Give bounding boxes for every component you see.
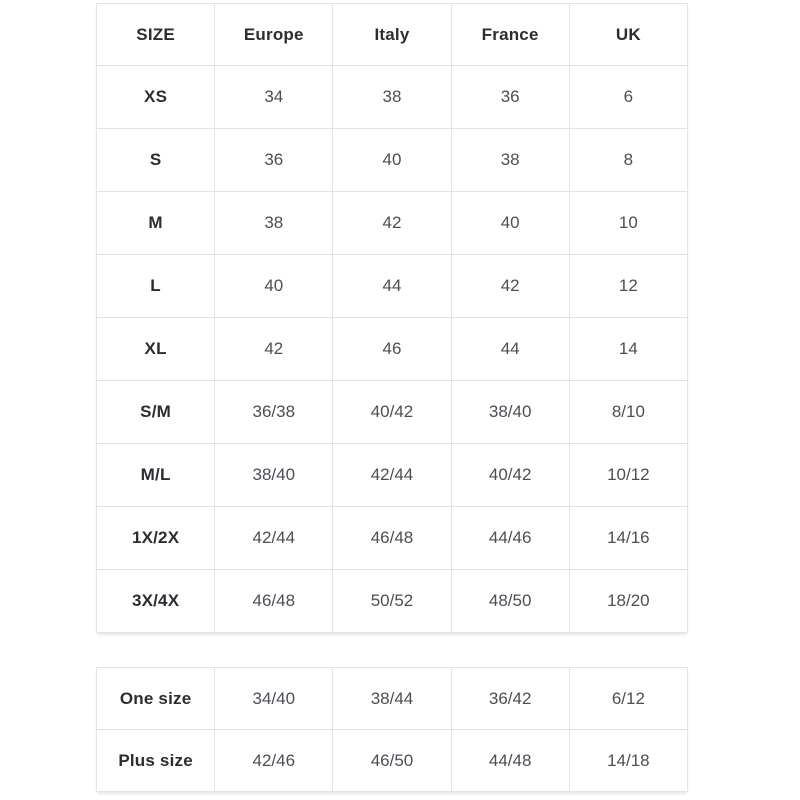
value-cell: 40/42 [332,380,452,444]
value-cell: 36 [214,128,334,192]
value-cell: 36/38 [214,380,334,444]
table-row: M 38 42 40 10 [95,191,689,255]
value-cell: 34/40 [214,667,334,730]
size-conversion-table: SIZE Europe Italy France UK XS 34 38 36 … [95,3,689,633]
size-label-cell: L [95,254,216,318]
value-cell: 34 [214,65,334,129]
table-row: L 40 44 42 12 [95,254,689,318]
value-cell: 12 [568,254,689,318]
size-label-cell: S/M [95,380,216,444]
column-header-france: France [450,3,570,66]
value-cell: 46 [332,317,452,381]
value-cell: 46/48 [332,506,452,570]
value-cell: 10 [568,191,689,255]
value-cell: 38/40 [450,380,570,444]
value-cell: 38 [214,191,334,255]
value-cell: 40 [332,128,452,192]
column-header-europe: Europe [214,3,334,66]
value-cell: 46/50 [332,729,452,792]
table-row: XS 34 38 36 6 [95,65,689,129]
table-row: One size 34/40 38/44 36/42 6/12 [95,667,689,730]
column-header-italy: Italy [332,3,452,66]
value-cell: 14 [568,317,689,381]
value-cell: 38/44 [332,667,452,730]
size-label-cell: S [95,128,216,192]
value-cell: 8 [568,128,689,192]
size-label-cell: M [95,191,216,255]
value-cell: 40 [214,254,334,318]
value-cell: 40/42 [450,443,570,507]
value-cell: 18/20 [568,569,689,633]
table-row: Plus size 42/46 46/50 44/48 14/18 [95,729,689,792]
value-cell: 42 [214,317,334,381]
size-label-cell: XL [95,317,216,381]
value-cell: 36/42 [450,667,570,730]
value-cell: 8/10 [568,380,689,444]
size-label-cell: XS [95,65,216,129]
value-cell: 44/46 [450,506,570,570]
table-header-row: SIZE Europe Italy France UK [95,3,689,66]
size-label-cell: 1X/2X [95,506,216,570]
value-cell: 42/44 [332,443,452,507]
size-label-cell: One size [95,667,216,730]
value-cell: 44/48 [450,729,570,792]
value-cell: 10/12 [568,443,689,507]
one-size-plus-size-table: One size 34/40 38/44 36/42 6/12 Plus siz… [95,667,689,792]
value-cell: 36 [450,65,570,129]
value-cell: 14/16 [568,506,689,570]
column-header-uk: UK [568,3,689,66]
table-row: S/M 36/38 40/42 38/40 8/10 [95,380,689,444]
value-cell: 6/12 [568,667,689,730]
value-cell: 38 [332,65,452,129]
table-row: M/L 38/40 42/44 40/42 10/12 [95,443,689,507]
value-cell: 6 [568,65,689,129]
size-label-cell: Plus size [95,729,216,792]
value-cell: 48/50 [450,569,570,633]
value-cell: 38 [450,128,570,192]
value-cell: 42 [332,191,452,255]
value-cell: 50/52 [332,569,452,633]
value-cell: 14/18 [568,729,689,792]
table-row: 1X/2X 42/44 46/48 44/46 14/16 [95,506,689,570]
value-cell: 42/44 [214,506,334,570]
value-cell: 44 [332,254,452,318]
value-cell: 46/48 [214,569,334,633]
column-header-size: SIZE [95,3,216,66]
value-cell: 42/46 [214,729,334,792]
size-label-cell: M/L [95,443,216,507]
value-cell: 40 [450,191,570,255]
value-cell: 44 [450,317,570,381]
table-row: XL 42 46 44 14 [95,317,689,381]
table-row: 3X/4X 46/48 50/52 48/50 18/20 [95,569,689,633]
table-row: S 36 40 38 8 [95,128,689,192]
value-cell: 42 [450,254,570,318]
size-label-cell: 3X/4X [95,569,216,633]
value-cell: 38/40 [214,443,334,507]
